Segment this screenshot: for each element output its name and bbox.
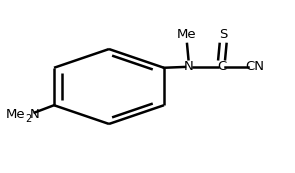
Text: Me: Me <box>6 108 25 121</box>
Text: N: N <box>183 60 193 73</box>
Text: C: C <box>217 60 226 73</box>
Text: S: S <box>219 28 227 41</box>
Text: 2: 2 <box>25 114 32 124</box>
Text: Me: Me <box>177 28 197 41</box>
Text: CN: CN <box>245 60 264 73</box>
Text: N: N <box>30 108 40 121</box>
